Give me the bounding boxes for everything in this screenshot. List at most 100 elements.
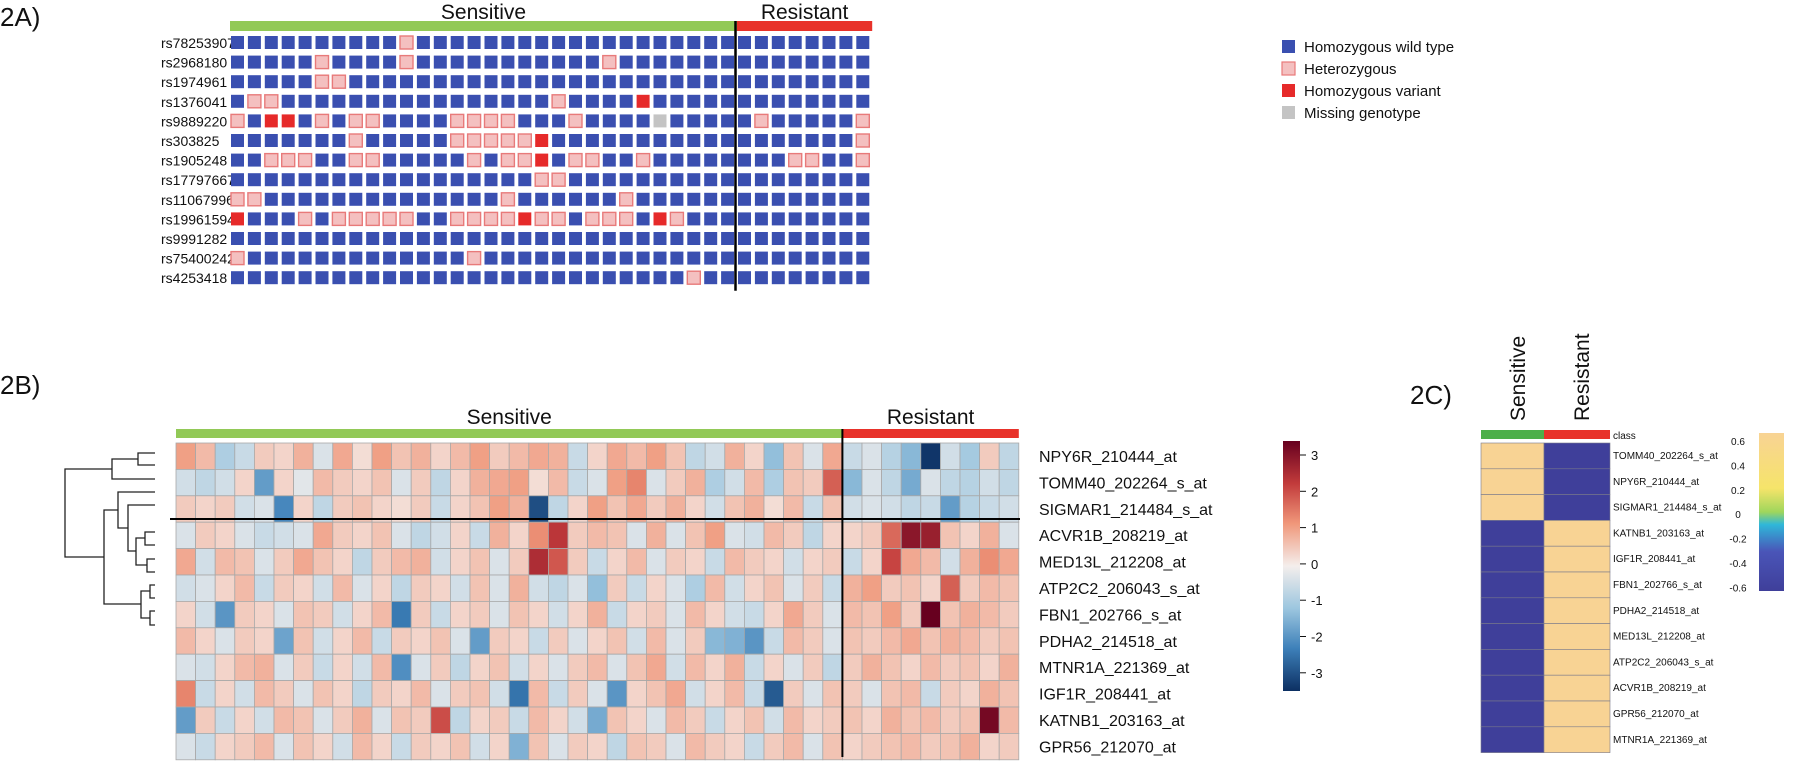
genotype-cell — [298, 94, 312, 108]
genotype-cell — [602, 114, 616, 128]
genotype-cell — [535, 55, 549, 69]
colorbar-ticks: 3 2 1 0 -1 -2 -3 — [1300, 448, 1323, 681]
genotype-cell — [400, 271, 413, 285]
genotype-cell — [805, 134, 819, 147]
expression-cell — [685, 627, 706, 655]
expression-cell — [763, 653, 785, 682]
legend-label-wild-type: Homozygous wild type — [1304, 39, 1454, 56]
genotype-cell — [636, 173, 650, 187]
genotype-cell — [534, 172, 549, 187]
expression-cell — [234, 521, 255, 550]
expression-cell — [332, 468, 353, 497]
expression-cell — [371, 521, 393, 550]
expression-cell — [783, 521, 804, 550]
expression-cell — [548, 442, 569, 470]
genotype-cell — [704, 36, 718, 49]
expression-cell — [312, 706, 334, 734]
genotype-cell — [704, 134, 718, 147]
expression-cell — [881, 733, 902, 761]
expression-cell — [998, 733, 1020, 761]
expression-cell — [744, 733, 765, 761]
genotype-cell — [416, 75, 430, 89]
expression-cell — [234, 574, 255, 602]
expression-cell — [744, 653, 765, 682]
expression-cell — [900, 442, 922, 470]
genotype-cell — [738, 271, 751, 285]
gene-label: NPY6R_210444_at — [1039, 449, 1177, 466]
expression-cell — [861, 521, 883, 550]
genotype-cell — [433, 94, 447, 108]
genotype-cell — [501, 94, 515, 108]
genotype-cell — [450, 133, 465, 148]
gene-label: GPR56_212070_at — [1613, 709, 1699, 720]
expression-cell — [430, 627, 451, 655]
genotype-cell — [382, 211, 397, 227]
expression-cell — [293, 521, 314, 550]
genotype-cell — [687, 192, 701, 206]
expression-cell — [998, 442, 1020, 470]
genotype-cell — [738, 153, 751, 167]
genotype-cell — [264, 271, 278, 285]
genotype-cell — [771, 153, 785, 167]
genotype-cell — [500, 192, 516, 207]
expression-cell — [449, 548, 471, 576]
expression-cell — [802, 521, 824, 550]
genotype-cell — [653, 271, 667, 285]
snp-label: rs11067996 — [161, 192, 234, 208]
expression-cell — [822, 627, 843, 655]
expression-cell — [371, 548, 393, 576]
expression-cell — [626, 680, 647, 708]
genotype-cell — [653, 212, 667, 226]
expression-cell — [253, 574, 275, 602]
expression-cell — [548, 574, 569, 602]
expression-cell — [273, 706, 295, 734]
genotype-cell — [332, 114, 346, 128]
expression-cell — [234, 733, 255, 761]
expression-cell — [704, 627, 726, 655]
expression-cell — [508, 653, 530, 682]
expression-cell — [312, 627, 334, 655]
genotype-cell — [771, 36, 785, 49]
genotype-cell — [231, 55, 244, 69]
genotype-cell — [331, 74, 347, 89]
genotype-cell — [653, 134, 667, 147]
genotype-cell — [822, 232, 836, 245]
expression-cell — [234, 601, 255, 629]
expression-cell — [724, 521, 745, 550]
genotype-cell — [535, 134, 549, 147]
expression-cell — [528, 733, 549, 761]
expression-cell — [489, 468, 510, 497]
expression-cell — [802, 601, 824, 629]
expression-cell — [508, 521, 530, 550]
expression-cell — [646, 574, 667, 602]
genotype-cell — [281, 192, 295, 206]
genotype-cell — [721, 36, 735, 49]
expression-cell — [371, 733, 393, 761]
expression-cell — [449, 442, 471, 470]
genotype-cell — [585, 251, 599, 265]
class-label: class — [1613, 431, 1636, 442]
genotype-cell — [839, 134, 853, 147]
genotype-cell — [383, 192, 397, 206]
genotype-cell — [585, 134, 599, 147]
genotype-cell — [687, 212, 701, 226]
expression-cell — [391, 627, 412, 655]
expression-cell — [646, 733, 667, 761]
expression-cell — [665, 601, 687, 629]
genotype-cell — [416, 114, 430, 128]
expression-cell — [587, 468, 608, 497]
expression-cell — [881, 653, 902, 682]
expression-heatmap — [175, 442, 1020, 761]
expression-cell — [351, 706, 373, 734]
expression-cell — [606, 680, 628, 708]
genotype-cell — [281, 75, 295, 89]
genotype-cell — [535, 251, 549, 265]
genotype-cell — [349, 173, 363, 187]
expression-cell — [410, 680, 432, 708]
expression-cell — [587, 574, 608, 602]
expression-cell — [646, 680, 667, 708]
genotype-cell — [298, 192, 312, 206]
expression-cell — [704, 680, 726, 708]
genotype-cell — [383, 114, 397, 128]
genotype-cell — [788, 134, 802, 147]
